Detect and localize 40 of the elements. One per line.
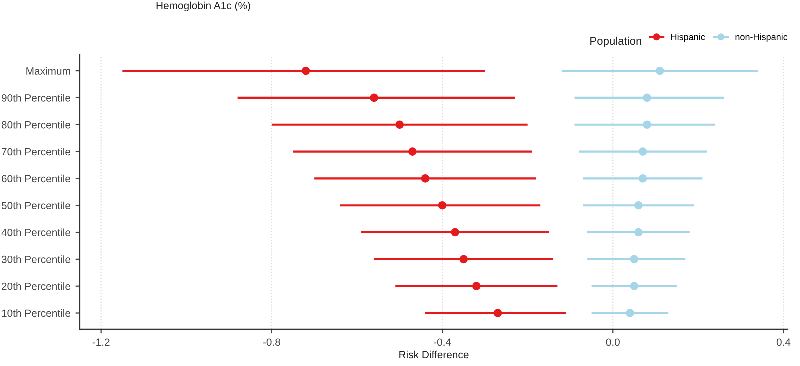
- x-tick-label: -0.4: [434, 338, 452, 346]
- point: [643, 94, 652, 102]
- x-tick-label: 0.0: [606, 338, 620, 346]
- point: [370, 94, 378, 102]
- y-tick-label: 30th Percentile: [2, 256, 71, 264]
- point: [438, 201, 447, 210]
- point: [494, 309, 502, 318]
- point: [634, 201, 643, 210]
- y-tick-label: Maximum: [26, 67, 70, 75]
- y-tick-label: 70th Percentile: [2, 148, 71, 156]
- y-tick-label: 10th Percentile: [2, 309, 71, 318]
- legend-title: Population: [590, 36, 642, 48]
- x-tick-label: -0.8: [263, 338, 280, 346]
- point: [626, 309, 634, 318]
- y-tick-label: 50th Percentile: [2, 202, 71, 210]
- point: [396, 120, 404, 130]
- y-tick-label: 80th Percentile: [2, 121, 71, 129]
- point: [630, 255, 639, 264]
- legend-label: Hispanic: [672, 34, 706, 42]
- point: [451, 228, 460, 237]
- point: [643, 120, 652, 130]
- point: [421, 174, 430, 183]
- point: [460, 255, 468, 264]
- point: [408, 148, 417, 156]
- y-tick-label: 40th Percentile: [2, 228, 71, 236]
- x-axis-title: Risk Difference: [400, 350, 469, 359]
- point: [638, 148, 648, 156]
- point: [634, 228, 643, 237]
- point: [638, 174, 648, 183]
- y-tick-label: 60th Percentile: [2, 174, 71, 183]
- legend-label: non-Hispanic: [736, 34, 788, 42]
- chart-title: Hemoglobin A1c (%): [156, 2, 250, 12]
- point: [656, 66, 664, 76]
- x-tick-label: -1.2: [92, 338, 110, 346]
- point: [630, 282, 639, 291]
- x-tick-label: 0.4: [776, 338, 791, 346]
- point: [302, 66, 310, 76]
- y-tick-label: 90th Percentile: [2, 94, 71, 102]
- point: [472, 282, 481, 291]
- y-tick-label: 20th Percentile: [2, 282, 71, 290]
